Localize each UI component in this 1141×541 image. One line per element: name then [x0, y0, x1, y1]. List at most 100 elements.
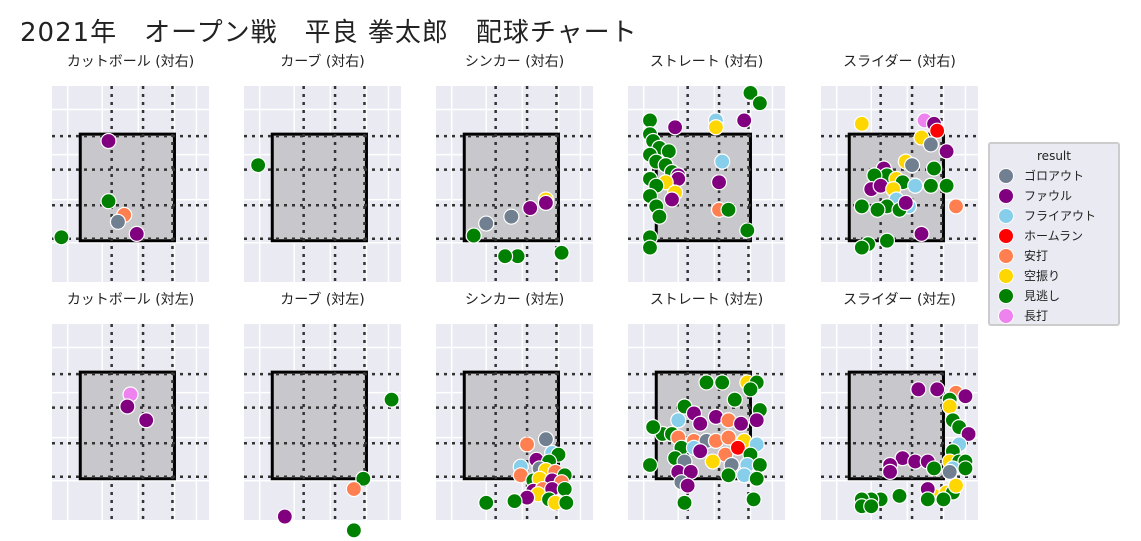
pitch-point [714, 374, 731, 391]
pitch-point [751, 456, 768, 474]
pitch-point [853, 198, 870, 215]
pitch-point [663, 191, 681, 208]
pitch-point [651, 208, 668, 225]
pitch-point [641, 239, 659, 256]
pitch-point [355, 470, 372, 487]
legend-item: 空振り [998, 266, 1060, 285]
pitch-point [558, 494, 575, 511]
pitch-point [929, 122, 946, 139]
legend-item: ファウル [998, 186, 1072, 205]
pitch-chart-panel [436, 324, 593, 520]
pitch-point [100, 193, 117, 210]
pitch-point [925, 460, 943, 477]
legend-label: フライアウト [1024, 209, 1097, 223]
panel-title: カットボール (対左) [66, 292, 195, 308]
pitch-point [907, 177, 924, 194]
pitch-point [109, 213, 127, 230]
pitch-point [742, 381, 759, 398]
legend-marker [998, 167, 1014, 184]
pitch-point [692, 443, 709, 460]
pitch-point [878, 232, 896, 249]
panel-title: スライダー (対左) [843, 292, 956, 308]
legend-item: 安打 [998, 246, 1048, 265]
pitch-point [506, 492, 523, 510]
strike-zone [78, 132, 176, 243]
strike-zone [270, 370, 368, 481]
legend-marker [998, 247, 1014, 264]
legend-label: 安打 [1024, 249, 1049, 263]
pitch-point [100, 132, 117, 150]
pitch-point [736, 112, 753, 129]
pitch-point [707, 119, 725, 136]
pitch-point [670, 412, 687, 429]
legend-marker [998, 307, 1014, 324]
pitch-point [383, 391, 400, 408]
pitch-point [119, 398, 136, 415]
pitch-point [941, 463, 958, 480]
pitch-point [496, 248, 514, 265]
legend-item: フライアウト [998, 206, 1096, 225]
legend-item: ホームラン [998, 226, 1083, 245]
pitch-point [692, 415, 709, 432]
pitch-point [863, 498, 880, 515]
panel-title: ストレート (対左) [649, 292, 764, 308]
pitch-point [720, 429, 737, 446]
legend-label: 見逃し [1024, 289, 1061, 303]
pitch-point [666, 119, 684, 136]
pitch-point [941, 398, 958, 415]
pitch-point [714, 153, 731, 170]
legend-title: result [1037, 149, 1071, 163]
pitch-point [345, 522, 363, 539]
pitch-point [679, 477, 696, 494]
legend-item: 見逃し [998, 286, 1060, 305]
pitch-point [922, 177, 940, 194]
pitch-point [660, 143, 677, 160]
pitch-point [938, 143, 955, 160]
pitch-point [913, 225, 930, 242]
pitch-point [903, 156, 921, 174]
pitch-point [726, 391, 743, 408]
pitch-point [929, 381, 946, 398]
pitch-chart-panel [821, 86, 978, 282]
pitch-point [922, 136, 940, 153]
pitch-point [751, 95, 768, 112]
pitch-point [128, 225, 145, 242]
pitch-point [553, 244, 570, 261]
legend-label: 長打 [1024, 309, 1049, 323]
pitch-point [704, 453, 721, 470]
pitch-point [910, 381, 927, 398]
legend-item: 長打 [998, 306, 1048, 325]
pitch-point [478, 215, 495, 232]
panel-title: カットボール (対右) [66, 54, 195, 70]
pitch-chart-panel [244, 324, 401, 539]
legend-marker [998, 187, 1014, 204]
pitch-chart-panel [52, 86, 209, 282]
legend-marker [998, 227, 1014, 244]
pitch-point [742, 84, 759, 101]
pitch-point [720, 467, 737, 484]
pitch-point [739, 222, 756, 239]
pitch-point [957, 388, 974, 405]
pitch-chart-panel [628, 324, 785, 520]
pitch-point [960, 425, 977, 443]
pitch-point [641, 456, 659, 474]
pitch-point [919, 491, 936, 508]
pitch-point [53, 229, 70, 246]
pitch-point [748, 470, 765, 487]
pitch-chart-panel [821, 324, 978, 520]
legend-label: ホームラン [1024, 229, 1084, 243]
legend-item: ゴロアウト [998, 166, 1084, 185]
pitch-point [732, 415, 750, 432]
page-title: 2021年 オープン戦 平良 拳太郎 配球チャート [20, 18, 638, 48]
pitch-point [897, 194, 914, 212]
panel-title: スライダー (対右) [843, 54, 956, 70]
pitch-point [503, 208, 520, 225]
pitch-point [720, 201, 737, 218]
legend: result ゴロアウト ファウルフライアウト ホームラン安打空振り見逃し長打 [988, 142, 1120, 326]
pitch-chart-panel [52, 324, 209, 520]
pitch-point [947, 477, 965, 494]
pitch-point [748, 412, 765, 429]
pitch-point [645, 419, 662, 436]
pitch-chart-panel [628, 84, 785, 282]
pitch-point [276, 508, 293, 525]
